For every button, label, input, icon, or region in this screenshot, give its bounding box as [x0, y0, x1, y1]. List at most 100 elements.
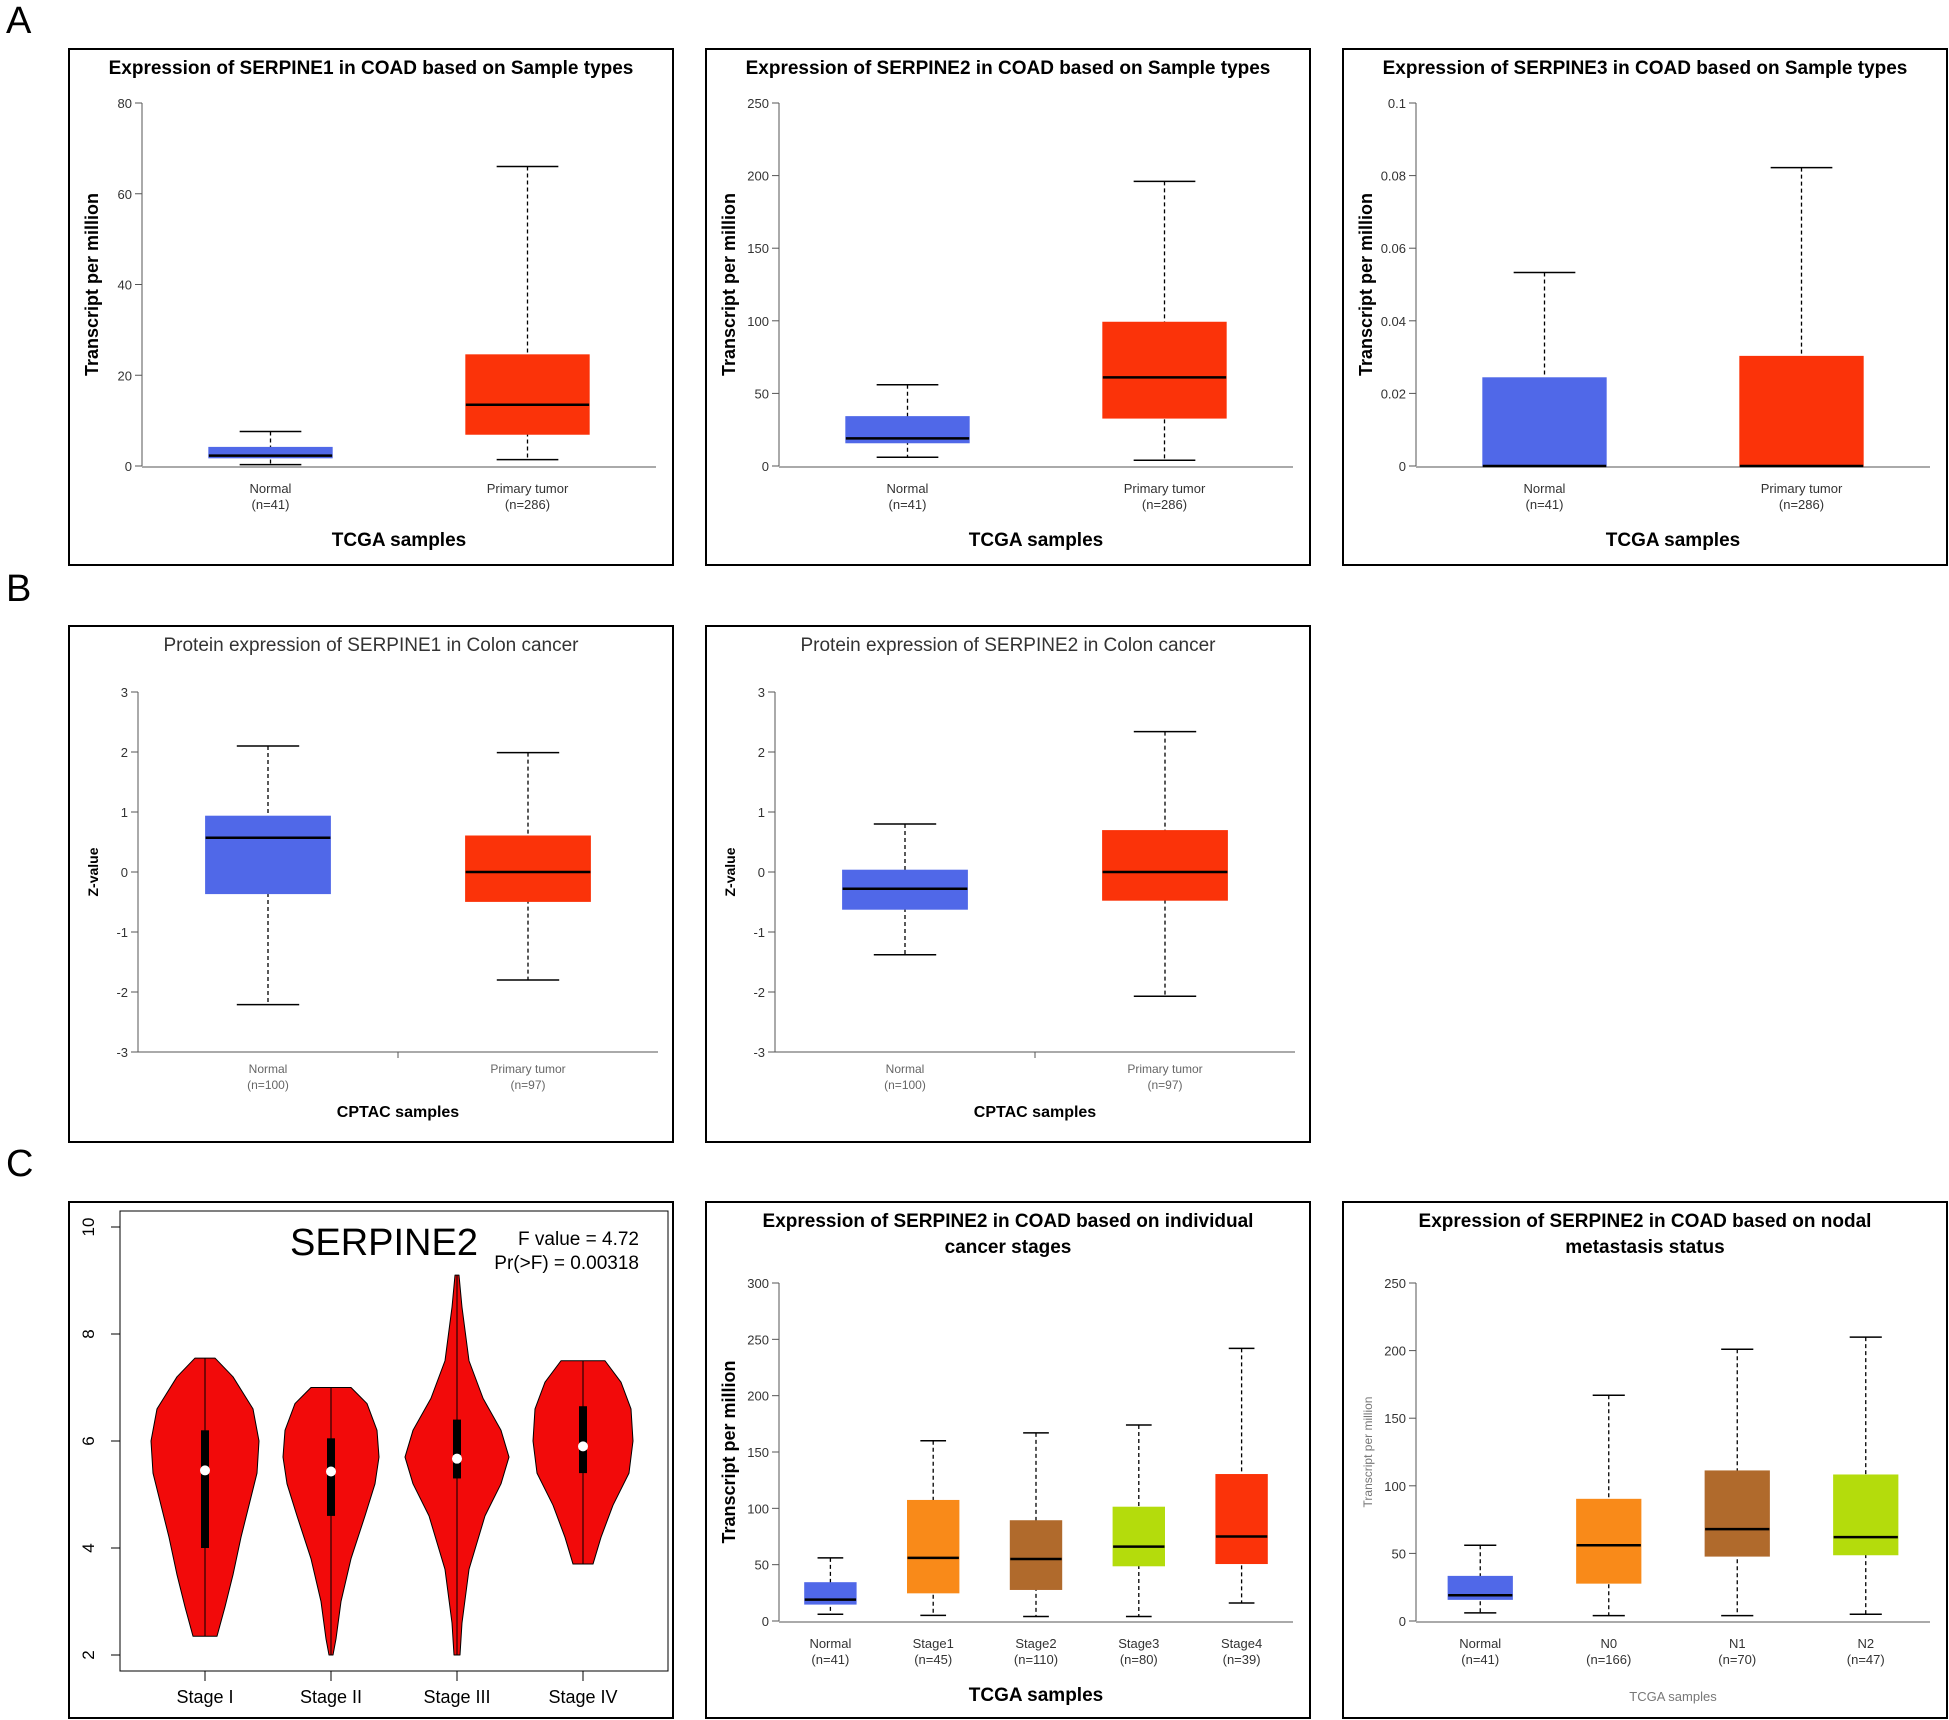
y-axis-label: Transcript per million	[719, 193, 739, 376]
x-category-label: Primary tumor	[487, 481, 569, 496]
y-axis-label: Transcript per million	[1356, 193, 1376, 376]
y-tick-label: -3	[753, 1045, 765, 1060]
y-tick-label: 20	[118, 368, 132, 383]
violin-iqr-box	[579, 1406, 587, 1474]
x-category-count: (n=45)	[914, 1652, 952, 1667]
y-tick-label: 0	[121, 865, 128, 880]
chart-title: Protein expression of SERPINE2 in Colon …	[800, 635, 1216, 656]
y-tick-label: 80	[118, 96, 132, 111]
chart-serpine2-sample-types: Expression of SERPINE2 in COAD based on …	[705, 48, 1311, 566]
x-category-count: (n=70)	[1718, 1652, 1756, 1667]
y-tick-label: 100	[747, 1501, 769, 1516]
y-tick-label: 0.06	[1381, 241, 1406, 256]
y-tick-label: 0	[762, 459, 769, 474]
x-category-label: Stage3	[1118, 1636, 1159, 1651]
chart-svg-a1: Expression of SERPINE1 in COAD based on …	[82, 58, 656, 551]
chart-svg-a3: Expression of SERPINE3 in COAD based on …	[1356, 58, 1930, 551]
y-tick-label: 250	[1384, 1276, 1406, 1291]
x-category-count: (n=286)	[1142, 497, 1187, 512]
x-axis-label: TCGA samples	[969, 530, 1103, 551]
x-category-count: (n=100)	[247, 1078, 289, 1092]
x-category-label: N0	[1600, 1636, 1617, 1651]
x-category-count: (n=39)	[1223, 1652, 1261, 1667]
x-category-label: Normal	[249, 1062, 288, 1076]
chart-svg-c1: 2 4 6 8 10 SERPINE2 F value = 4.72 Pr(>F) = 0.0…	[79, 1210, 669, 1707]
x-axis-label: TCGA samples	[1606, 530, 1740, 551]
y-tick-label: 0.04	[1381, 314, 1406, 329]
y-tick-label: -1	[753, 925, 765, 940]
box-primary-tumor	[1739, 355, 1864, 467]
x-category-count: (n=286)	[1779, 497, 1824, 512]
x-category-count: (n=41)	[1526, 497, 1564, 512]
chart-title-line: metastasis status	[1565, 1237, 1724, 1258]
x-category-count: (n=41)	[1461, 1652, 1499, 1667]
violin-median-dot	[326, 1466, 336, 1477]
x-category-count: (n=41)	[252, 497, 290, 512]
x-category-count: (n=97)	[1147, 1078, 1182, 1092]
panel-label-b: B	[6, 568, 32, 610]
x-category-label: Normal	[1524, 481, 1566, 496]
box-primary-tumor	[465, 354, 590, 435]
x-axis-label: TCGA samples	[332, 530, 466, 551]
box-n2	[1833, 1474, 1899, 1556]
y-tick-label: 2	[758, 745, 765, 760]
x-category-label: N1	[1729, 1636, 1746, 1651]
y-axis-label: Transcript per million	[719, 1360, 739, 1543]
chart-serpine2-protein: Protein expression of SERPINE2 in Colon …	[705, 625, 1311, 1143]
chart-svg-c2: Expression of SERPINE2 in COAD based on …	[719, 1211, 1293, 1706]
chart-svg-b2: Protein expression of SERPINE2 in Colon …	[722, 635, 1295, 1121]
y-tick-label: 100	[1384, 1479, 1406, 1494]
x-category-label: Stage III	[423, 1687, 490, 1707]
y-tick-label: 0.02	[1381, 386, 1406, 401]
gene-label: SERPINE2	[290, 1222, 478, 1264]
x-category-count: (n=41)	[889, 497, 927, 512]
chart-title: Expression of SERPINE3 in COAD based on …	[1383, 58, 1908, 79]
y-axis-label: Transcript per million	[82, 193, 102, 376]
violin-iqr-box	[453, 1419, 461, 1479]
y-tick-label: 0	[762, 1614, 769, 1629]
x-category-count: (n=166)	[1586, 1652, 1631, 1667]
violin-iqr-box	[201, 1430, 209, 1548]
y-tick-label: 1	[758, 805, 765, 820]
x-category-count: (n=41)	[811, 1652, 849, 1667]
x-category-label: Stage2	[1015, 1636, 1056, 1651]
x-axis-label: CPTAC samples	[974, 1104, 1097, 1121]
y-tick-label: 0.08	[1381, 169, 1406, 184]
panel-label-c: C	[6, 1143, 34, 1185]
y-tick-label: 100	[747, 314, 769, 329]
box-primary-tumor	[1102, 321, 1227, 419]
y-tick-label: 6	[79, 1436, 98, 1445]
x-axis-label: CPTAC samples	[337, 1104, 460, 1121]
x-category-label: Normal	[1459, 1636, 1501, 1651]
x-category-label: N2	[1857, 1636, 1874, 1651]
chart-title: Expression of SERPINE2 in COAD based on …	[746, 58, 1271, 79]
x-category-label: Primary tumor	[1761, 481, 1843, 496]
y-tick-label: 40	[118, 278, 132, 293]
box-n1	[1704, 1470, 1770, 1557]
x-category-label: Stage1	[913, 1636, 954, 1651]
box-primary-tumor	[465, 835, 591, 902]
box-stage4	[1215, 1474, 1268, 1565]
box-normal	[804, 1582, 857, 1605]
y-axis-label: Z-value	[722, 847, 738, 896]
box-stage2	[1009, 1520, 1063, 1590]
x-category-count: (n=80)	[1120, 1652, 1158, 1667]
box-n0	[1576, 1498, 1642, 1584]
y-tick-label: 8	[79, 1329, 98, 1338]
x-axis-label: TCGA samples	[969, 1685, 1103, 1706]
chart-serpine3-sample-types: Expression of SERPINE3 in COAD based on …	[1342, 48, 1948, 566]
x-category-label: Normal	[809, 1636, 851, 1651]
y-tick-label: 200	[1384, 1344, 1406, 1359]
x-category-count: (n=110)	[1014, 1652, 1058, 1667]
y-tick-label: 200	[747, 169, 769, 184]
chart-serpine1-sample-types: Expression of SERPINE1 in COAD based on …	[68, 48, 674, 566]
x-category-label: Stage I	[176, 1687, 233, 1707]
y-tick-label: 150	[747, 241, 769, 256]
x-category-label: Primary tumor	[1127, 1062, 1202, 1076]
chart-serpine2-nodal-status: Expression of SERPINE2 in COAD based on …	[1342, 1201, 1948, 1719]
y-tick-label: -1	[116, 925, 128, 940]
y-tick-label: 3	[121, 685, 128, 700]
y-tick-label: 300	[747, 1276, 769, 1291]
y-tick-label: 2	[79, 1650, 98, 1659]
box-normal	[205, 815, 331, 895]
